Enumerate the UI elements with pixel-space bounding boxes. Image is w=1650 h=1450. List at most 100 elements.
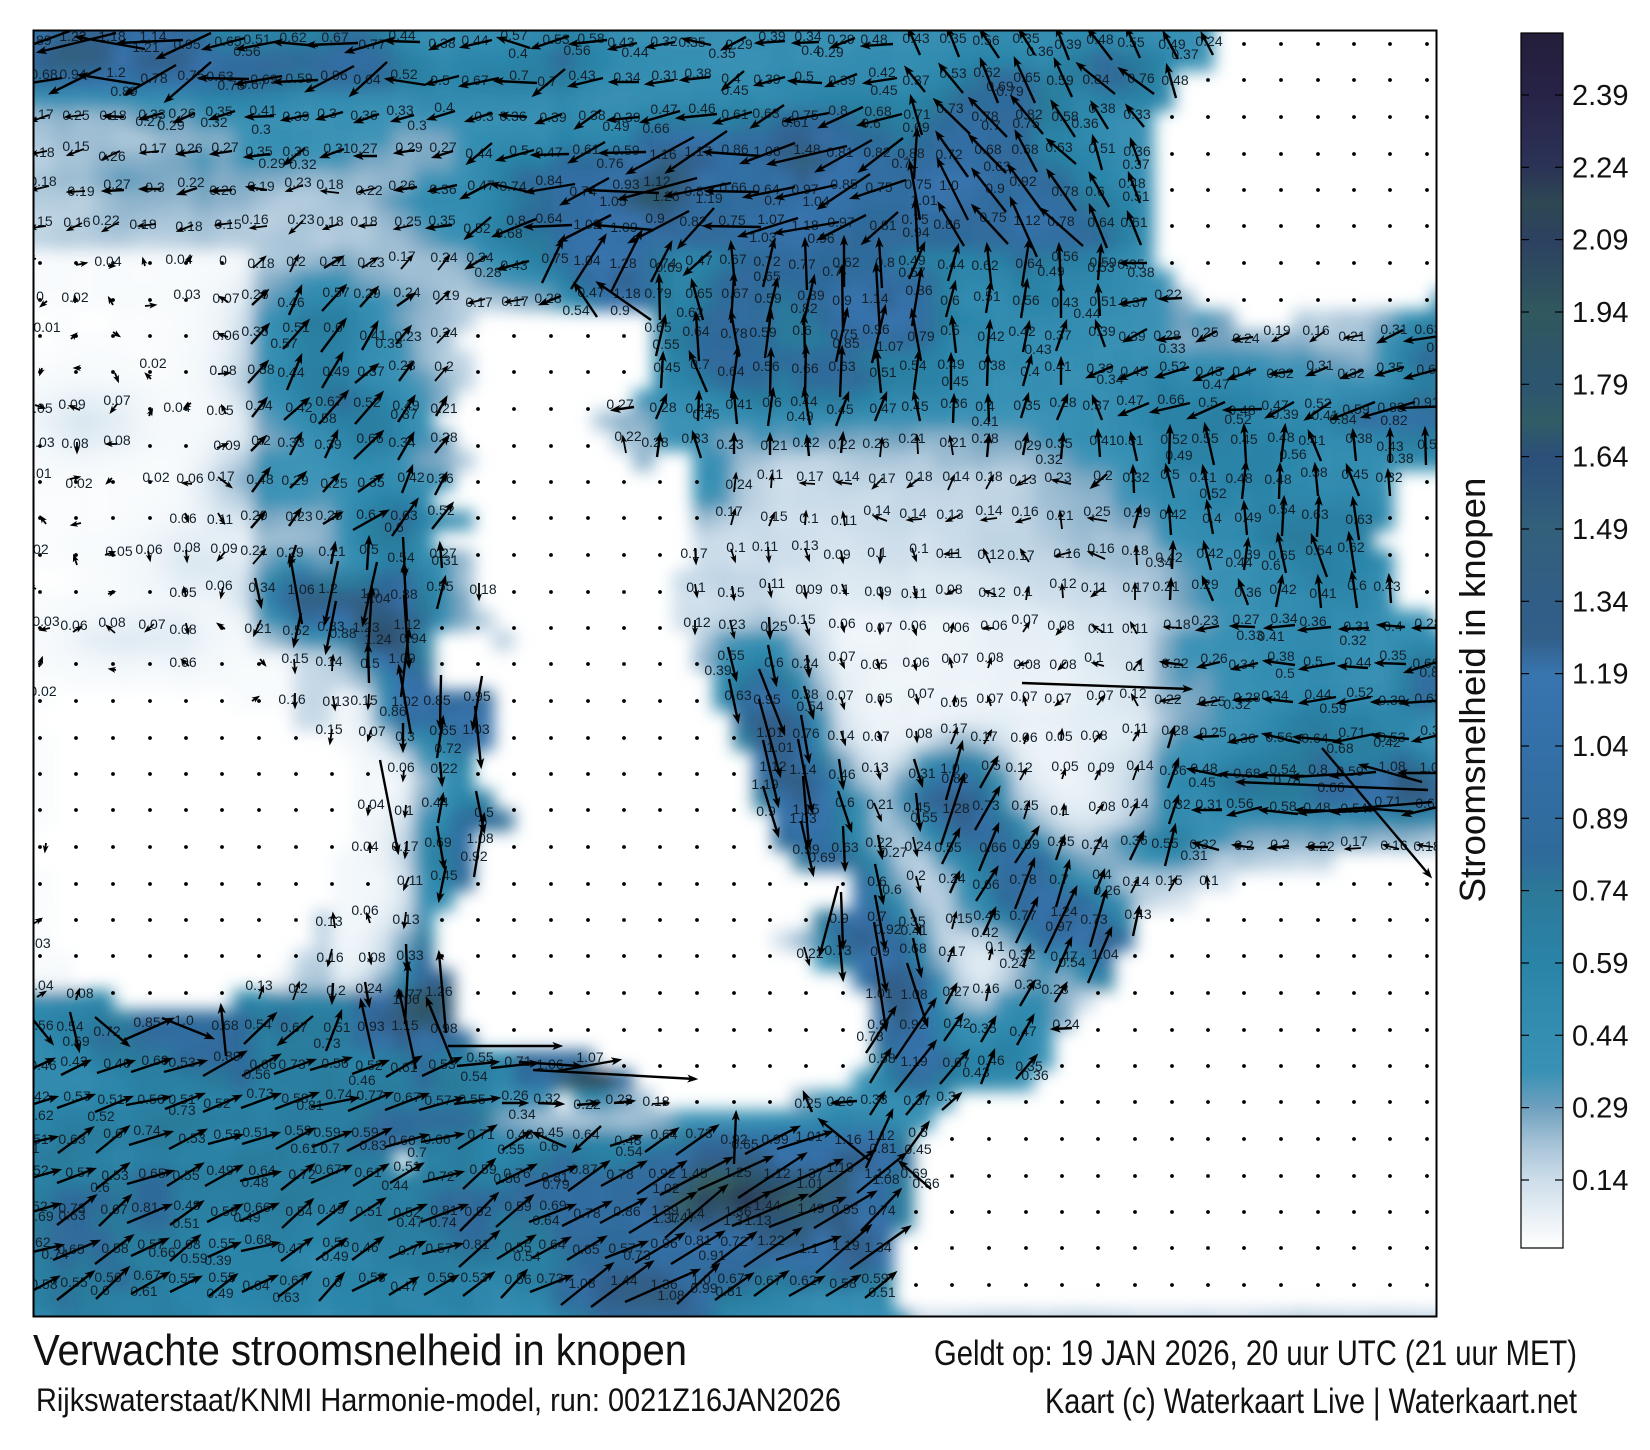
svg-text:0.6: 0.6 <box>1261 557 1281 573</box>
svg-text:0.34: 0.34 <box>245 397 272 413</box>
svg-text:0.34: 0.34 <box>508 1106 535 1122</box>
svg-text:0.25: 0.25 <box>1011 797 1038 813</box>
svg-text:0.06: 0.06 <box>351 902 378 918</box>
svg-text:0.14: 0.14 <box>832 468 859 484</box>
svg-text:0.68: 0.68 <box>1326 740 1353 756</box>
svg-text:0.56: 0.56 <box>1012 292 1039 308</box>
svg-text:1.06: 1.06 <box>287 581 314 597</box>
svg-text:0.69: 0.69 <box>539 1197 566 1213</box>
svg-text:0: 0 <box>219 252 227 268</box>
svg-text:0.12: 0.12 <box>978 584 1005 600</box>
svg-text:0.63: 0.63 <box>1301 506 1328 522</box>
svg-text:0.19: 0.19 <box>247 178 274 194</box>
svg-text:0.08: 0.08 <box>169 621 196 637</box>
svg-text:0.39: 0.39 <box>704 662 731 678</box>
svg-text:0.37: 0.37 <box>1044 327 1071 343</box>
svg-text:0.68: 0.68 <box>1233 765 1260 781</box>
svg-text:2.24: 2.24 <box>1572 152 1628 184</box>
svg-text:0.31: 0.31 <box>908 765 935 781</box>
svg-text:0.74: 0.74 <box>1572 876 1628 908</box>
svg-text:0.1: 0.1 <box>1199 872 1219 888</box>
svg-text:0.12: 0.12 <box>1005 759 1032 775</box>
svg-text:0.11: 0.11 <box>1122 620 1148 636</box>
svg-text:0.18: 0.18 <box>247 255 274 271</box>
svg-text:0.73: 0.73 <box>1080 911 1107 927</box>
svg-text:0.45: 0.45 <box>1188 774 1215 790</box>
svg-text:0.13: 0.13 <box>322 693 349 709</box>
svg-text:0.14: 0.14 <box>1121 795 1148 811</box>
svg-text:0.5: 0.5 <box>1275 665 1295 681</box>
svg-text:0.54: 0.54 <box>460 1068 487 1084</box>
svg-text:0.18: 0.18 <box>1163 616 1190 632</box>
svg-text:0.42: 0.42 <box>977 328 1004 344</box>
svg-text:0.44: 0.44 <box>1073 305 1100 321</box>
svg-text:0.17: 0.17 <box>680 545 707 561</box>
svg-text:0.41: 0.41 <box>1309 585 1336 601</box>
svg-text:0.49: 0.49 <box>1234 509 1261 525</box>
svg-text:0.53: 0.53 <box>460 1269 487 1285</box>
svg-text:0.1: 0.1 <box>1013 583 1033 599</box>
svg-text:0.18: 0.18 <box>316 176 343 192</box>
svg-text:0.14: 0.14 <box>315 653 342 669</box>
svg-text:0.26: 0.26 <box>98 148 125 164</box>
svg-text:0.38: 0.38 <box>1127 264 1154 280</box>
svg-text:0.48: 0.48 <box>1161 72 1188 88</box>
svg-text:0.11: 0.11 <box>207 511 233 527</box>
svg-text:0.14: 0.14 <box>1126 757 1153 773</box>
svg-text:0.6: 0.6 <box>1347 577 1367 593</box>
svg-text:0.21: 0.21 <box>866 796 893 812</box>
svg-text:0.7: 0.7 <box>764 192 784 208</box>
svg-text:0.22: 0.22 <box>430 760 457 776</box>
svg-text:0.06: 0.06 <box>942 619 969 635</box>
svg-text:0.08: 0.08 <box>935 581 962 597</box>
svg-text:0.59: 0.59 <box>284 1122 311 1138</box>
svg-text:0.35: 0.35 <box>241 323 268 339</box>
svg-text:0.95: 0.95 <box>753 691 780 707</box>
svg-text:0.82: 0.82 <box>790 300 817 316</box>
svg-text:0.34: 0.34 <box>466 249 493 265</box>
svg-text:0.6: 0.6 <box>835 794 855 810</box>
svg-text:0.15: 0.15 <box>788 611 815 627</box>
svg-text:0.41: 0.41 <box>971 413 998 429</box>
svg-text:0.41: 0.41 <box>900 922 927 938</box>
svg-text:0.42: 0.42 <box>1196 545 1223 561</box>
svg-text:0.03: 0.03 <box>27 434 54 450</box>
svg-text:0.46: 0.46 <box>351 1239 378 1255</box>
svg-text:0.42: 0.42 <box>22 1088 49 1104</box>
svg-text:0.61: 0.61 <box>290 1140 317 1156</box>
svg-text:0.17: 0.17 <box>1122 579 1149 595</box>
svg-text:0.32: 0.32 <box>1035 451 1062 467</box>
svg-text:0.47: 0.47 <box>396 1214 423 1230</box>
svg-text:0.54: 0.54 <box>562 302 589 318</box>
svg-text:0.26: 0.26 <box>388 177 415 193</box>
svg-text:0.7: 0.7 <box>822 263 842 279</box>
svg-text:0.06: 0.06 <box>212 327 239 343</box>
svg-text:0.07: 0.07 <box>138 616 165 632</box>
svg-text:0.22: 0.22 <box>614 428 641 444</box>
svg-text:0.42: 0.42 <box>60 1053 87 1069</box>
svg-text:0.3: 0.3 <box>395 728 415 744</box>
svg-text:0.62: 0.62 <box>789 1272 816 1288</box>
svg-text:0.65: 0.65 <box>644 319 671 335</box>
svg-text:0.51: 0.51 <box>869 364 896 380</box>
svg-text:0.14: 0.14 <box>942 468 969 484</box>
svg-text:0.34: 0.34 <box>248 579 275 595</box>
svg-text:0.03: 0.03 <box>32 613 59 629</box>
svg-text:0.51: 0.51 <box>1088 140 1115 156</box>
svg-text:0.04: 0.04 <box>163 399 190 415</box>
svg-text:0.85: 0.85 <box>423 692 450 708</box>
svg-text:0.89: 0.89 <box>1572 803 1628 835</box>
svg-text:1.2: 1.2 <box>106 64 126 80</box>
svg-text:1.03: 1.03 <box>789 810 816 826</box>
svg-text:0.22: 0.22 <box>177 174 204 190</box>
svg-text:0.47: 0.47 <box>467 177 494 193</box>
svg-text:0.55: 0.55 <box>168 1270 195 1286</box>
svg-text:0.02: 0.02 <box>65 475 92 491</box>
svg-text:0.48: 0.48 <box>1225 470 1252 486</box>
svg-text:0.3: 0.3 <box>407 117 427 133</box>
svg-text:1.04: 1.04 <box>802 193 829 209</box>
svg-text:0.36: 0.36 <box>1026 43 1053 59</box>
svg-text:0.45: 0.45 <box>870 82 897 98</box>
svg-text:0.51: 0.51 <box>355 1203 382 1219</box>
svg-text:0.64: 0.64 <box>1087 214 1114 230</box>
